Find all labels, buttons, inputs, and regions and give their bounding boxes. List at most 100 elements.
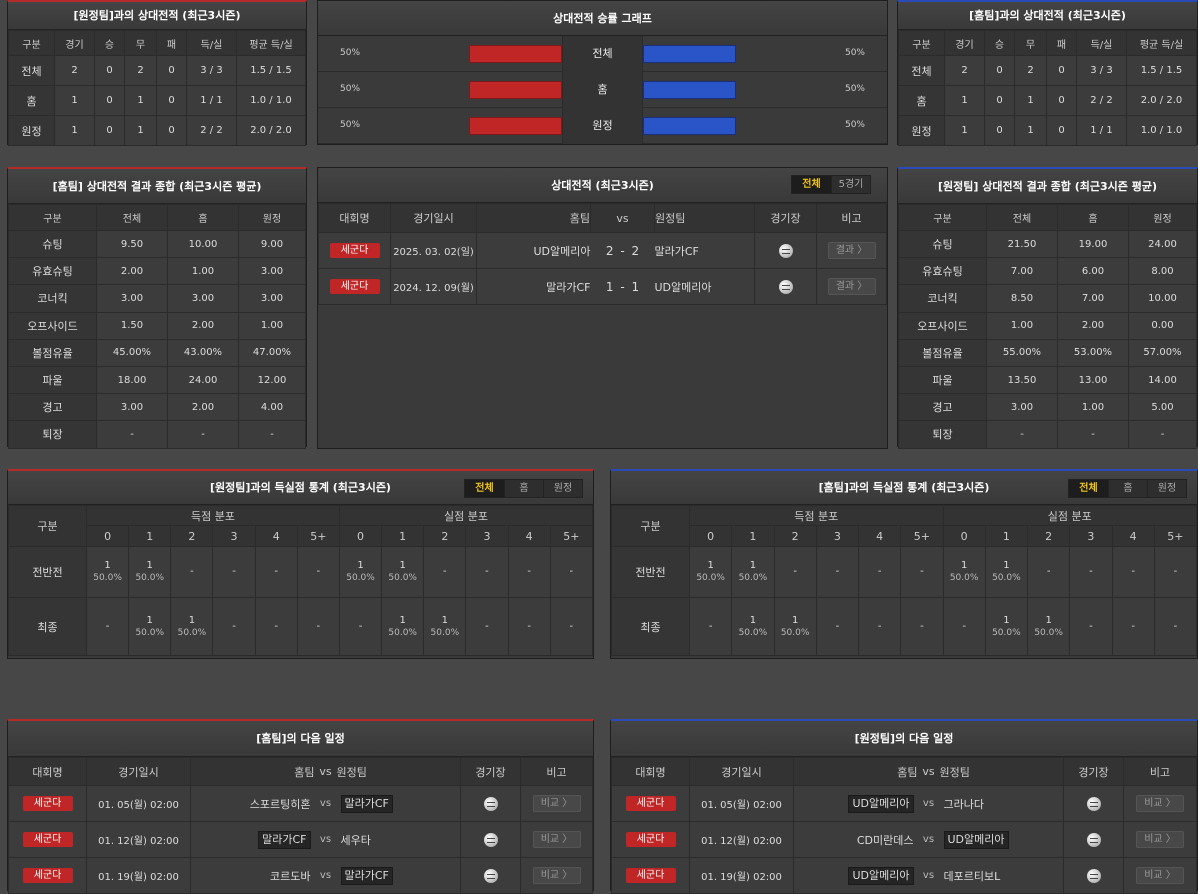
compare-button[interactable]: 비교 〉 xyxy=(1136,795,1184,812)
stat-cell: 3.00 xyxy=(238,257,306,286)
row-label: 퇴장 xyxy=(8,420,97,449)
home-team: 스포르팅히혼 xyxy=(190,785,315,822)
col-note: 비고 xyxy=(816,203,887,233)
row-label: 원정 xyxy=(898,115,945,146)
stat-cell: 1.0 / 1.0 xyxy=(236,85,306,116)
vs-label: vs xyxy=(917,785,940,822)
dist-cell: - xyxy=(815,546,860,598)
match-row: 세군다 2025. 03. 02(일) UD알메리아 2 - 2 말라가CF 결과 〉 xyxy=(318,232,887,269)
col-header: 구분 xyxy=(898,204,987,231)
league-cell: 세군다 xyxy=(8,785,87,822)
row-label: 전체 xyxy=(8,55,55,86)
panel-title: 상대전적 (최근3시즌) 전체 5경기 xyxy=(318,168,887,203)
stat-cell: 0 xyxy=(984,85,1015,116)
row-label: 볼점유율 xyxy=(8,338,97,367)
header-row: 구분 득점 분포 실점 분포 xyxy=(611,505,1197,547)
dist-cell: - xyxy=(423,546,467,598)
count: - xyxy=(485,566,489,577)
row-label: 퇴장 xyxy=(898,420,987,449)
tab-1[interactable]: 홈 xyxy=(504,480,543,497)
table-row: 볼점유율 45.00% 43.00% 47.00% xyxy=(8,338,306,367)
count: - xyxy=(920,566,924,577)
result-button[interactable]: 결과 〉 xyxy=(827,242,876,259)
stat-cell: - xyxy=(96,420,168,449)
h2h-home-panel: [홈팀]과의 상대전적 (최근3시즌) 구분 경기 승 무 패 득/실 평균 득/실 전체 2… xyxy=(897,0,1198,146)
vs-label: vs xyxy=(917,821,940,858)
stat-cell: 10.00 xyxy=(1128,284,1197,313)
table-row: 오프사이드 1.50 2.00 1.00 xyxy=(8,311,306,340)
tab-0[interactable]: 전체 xyxy=(1069,480,1108,497)
table-row: 전반전 1 50.0% 1 50.0% - - - - 1 50.0% 1 50.0% - - - - xyxy=(611,546,1198,598)
percent: 50.0% xyxy=(992,573,1021,583)
count: - xyxy=(485,620,489,632)
compare-button[interactable]: 비교 〉 xyxy=(532,867,581,884)
tab-2[interactable]: 원정 xyxy=(543,480,582,497)
col-header: 패 xyxy=(156,30,187,56)
count: - xyxy=(1131,566,1135,577)
dist-cell: - xyxy=(942,597,986,656)
row-label: 코너킥 xyxy=(8,284,97,313)
compare-button[interactable]: 비교 〉 xyxy=(1136,831,1184,848)
table-row: 슈팅 21.50 19.00 24.00 xyxy=(898,229,1197,259)
count: - xyxy=(527,620,531,632)
vs-label: vs xyxy=(314,821,337,858)
stat-cell: 1.50 xyxy=(96,311,168,340)
venue-cell xyxy=(460,785,521,822)
tab-all[interactable]: 전체 xyxy=(792,176,831,193)
home-team-name: 스포르팅히혼 xyxy=(249,797,311,811)
col-header: 원정 xyxy=(238,204,306,231)
panel-title: [원정팀] 상대전적 결과 종합 (최근3시즌 평균) xyxy=(898,169,1197,204)
goal-col: 1 xyxy=(381,525,425,547)
venue-cell xyxy=(460,857,521,894)
col-header: 경기 xyxy=(54,30,95,56)
table-row: 원정 1 0 1 0 2 / 2 2.0 / 2.0 xyxy=(8,115,306,146)
panel-title: [원정팀]의 다음 일정 xyxy=(611,721,1197,757)
header-row: 대회명 경기일시 홈팀 vs 원정팀 경기장 비고 xyxy=(611,757,1197,786)
tab-0[interactable]: 전체 xyxy=(465,480,504,497)
goal-col: 3 xyxy=(212,525,256,547)
panel-title: [홈팀] 상대전적 결과 종합 (최근3시즌 평균) xyxy=(8,169,306,204)
compare-button[interactable]: 비교 〉 xyxy=(1136,867,1184,884)
tab-2[interactable]: 원정 xyxy=(1147,480,1186,497)
row-label: 슈팅 xyxy=(8,229,97,259)
percent: 50.0% xyxy=(177,627,207,638)
stat-cell: 2.0 / 2.0 xyxy=(1126,85,1197,116)
league-badge: 세군다 xyxy=(22,796,73,811)
home-team-name: UD알메리아 xyxy=(848,794,914,813)
count: - xyxy=(105,620,110,632)
dist-cell: 1 50.0% xyxy=(731,597,775,656)
stat-cell: - xyxy=(167,420,239,449)
dist-cell: - xyxy=(688,597,733,656)
count: - xyxy=(232,620,236,632)
col-vs: vs xyxy=(590,203,655,233)
row-label: 홈 xyxy=(8,85,55,116)
stat-cell: 7.00 xyxy=(1057,284,1129,313)
compare-button[interactable]: 비교 〉 xyxy=(532,795,581,812)
dist-cell: - xyxy=(1026,546,1071,598)
count: - xyxy=(877,566,882,577)
home-team: 말라가CF xyxy=(190,821,315,858)
match-date: 01. 05(월) 02:00 xyxy=(689,785,794,822)
summary-table: 구분 전체 홈 원정 슈팅 21.50 19.00 24.00 유효슈팅 7.00 6.00 8.0… xyxy=(898,204,1197,449)
away-percent: 50% xyxy=(844,84,865,94)
table-row: 최종 -1 50.0% 1 50.0% - - - -1 50.0% 1 50.0% - - - xyxy=(8,597,594,656)
col-header: 구분 xyxy=(8,204,97,231)
goal-col: 4 xyxy=(1111,525,1155,547)
compare-button[interactable]: 비교 〉 xyxy=(532,831,581,848)
tab-1[interactable]: 홈 xyxy=(1108,480,1147,497)
league-badge: 세군다 xyxy=(625,796,676,811)
stat-cell: 0 xyxy=(94,55,125,86)
stat-cell: - xyxy=(986,420,1058,449)
count: 1 xyxy=(749,560,757,571)
stat-cell: 3 / 3 xyxy=(1076,55,1127,86)
goal-col: 3 xyxy=(815,525,860,547)
tab-5games[interactable]: 5경기 xyxy=(831,176,870,193)
match-date: 01. 12(월) 02:00 xyxy=(86,821,191,858)
result-button[interactable]: 결과 〉 xyxy=(827,278,876,295)
percent: 50.0% xyxy=(696,573,725,583)
goal-col: 3 xyxy=(1069,525,1113,547)
count: 1 xyxy=(1003,614,1010,626)
table-row: 전체 2 0 2 0 3 / 3 1.5 / 1.5 xyxy=(898,55,1197,86)
stat-cell: 9.50 xyxy=(96,229,168,259)
